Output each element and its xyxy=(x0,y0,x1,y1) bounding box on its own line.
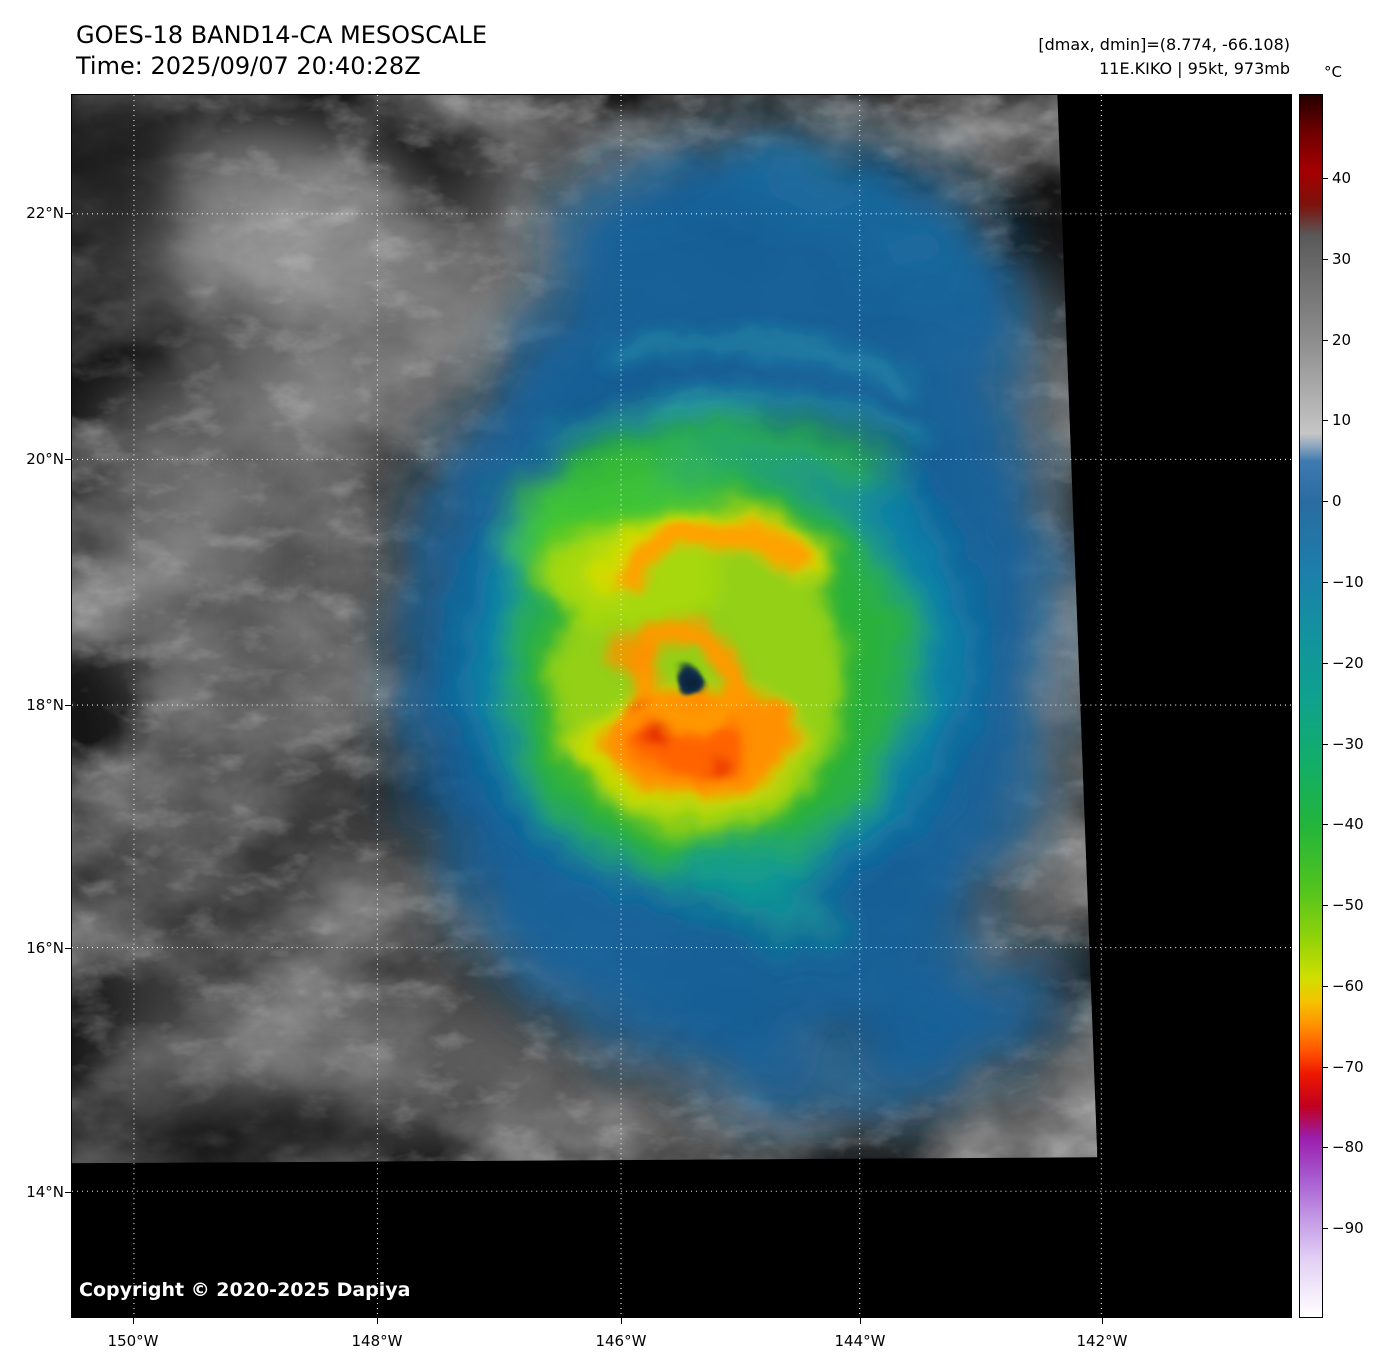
colorbar-tick-label: −30 xyxy=(1332,734,1364,753)
colorbar-tick-label: −20 xyxy=(1332,653,1364,672)
colorbar-tick-mark xyxy=(1323,743,1328,745)
colorbar-tick-label: 40 xyxy=(1332,169,1352,188)
dmax-dmin-readout: [dmax, dmin]=(8.774, -66.108) xyxy=(1038,35,1290,54)
colorbar-tick-label: −50 xyxy=(1332,896,1364,915)
colorbar-unit-label: °C xyxy=(1324,63,1342,81)
lon-tick-mark xyxy=(860,1318,861,1324)
storm-info: 11E.KIKO | 95kt, 973mb xyxy=(1099,59,1290,78)
colorbar-tick-mark xyxy=(1323,420,1328,422)
colorbar-tick-mark xyxy=(1323,258,1328,260)
colorbar-tick-mark xyxy=(1323,662,1328,664)
lon-tick-mark xyxy=(1102,1318,1103,1324)
lat-tick-label: 16°N xyxy=(26,938,64,957)
colorbar-tick-label: 20 xyxy=(1332,330,1352,349)
colorbar-tick-label: −90 xyxy=(1332,1219,1364,1238)
colorbar-tick-label: −80 xyxy=(1332,1138,1364,1157)
lat-tick-label: 18°N xyxy=(26,696,64,715)
lat-tick-mark xyxy=(65,705,71,707)
colorbar-tick-mark xyxy=(1323,1228,1328,1230)
hurricane xyxy=(401,128,1072,1116)
colorbar-gradient xyxy=(1299,94,1323,1318)
lon-tick-label: 146°W xyxy=(595,1332,647,1350)
hurricane-eyewall xyxy=(603,519,810,797)
colorbar-tick-mark xyxy=(1323,1147,1328,1149)
page-title: GOES-18 BAND14-CA MESOSCALE xyxy=(76,21,487,49)
lon-tick-label: 142°W xyxy=(1076,1332,1128,1350)
colorbar-tick-label: −60 xyxy=(1332,976,1364,995)
colorbar-tick-mark xyxy=(1323,905,1328,907)
colorbar-tick-label: 0 xyxy=(1332,492,1342,511)
timestamp: Time: 2025/09/07 20:40:28Z xyxy=(76,52,421,80)
colorbar-tick-mark xyxy=(1323,1066,1328,1068)
colorbar-tick-label: −10 xyxy=(1332,573,1364,591)
colorbar-tick-label: 30 xyxy=(1332,249,1352,268)
colorbar-tick-label: 10 xyxy=(1332,411,1352,430)
colorbar-tick-mark xyxy=(1323,582,1328,583)
colorbar-tick-mark xyxy=(1323,985,1328,987)
lat-tick-label: 22°N xyxy=(26,203,64,222)
map-plot-area: Copyright © 2020-2025 Dapiya xyxy=(71,94,1292,1318)
lon-tick-label: 144°W xyxy=(834,1332,886,1350)
lat-tick-mark xyxy=(65,1192,71,1194)
copyright-text: Copyright © 2020-2025 Dapiya xyxy=(79,1279,411,1301)
colorbar-tick-mark xyxy=(1323,824,1328,826)
colorbar-tick-mark xyxy=(1323,339,1328,341)
lon-tick-label: 150°W xyxy=(107,1332,159,1350)
satellite-image xyxy=(72,95,1291,1317)
colorbar-tick-mark xyxy=(1323,501,1328,503)
hurricane-eye xyxy=(670,663,700,694)
lat-tick-label: 14°N xyxy=(26,1183,64,1202)
lat-tick-mark xyxy=(65,458,71,460)
colorbar-tick-label: −40 xyxy=(1332,815,1364,834)
lon-tick-label: 148°W xyxy=(351,1332,403,1350)
lon-tick-mark xyxy=(620,1318,622,1324)
lat-tick-label: 20°N xyxy=(26,449,64,468)
colorbar-tick-mark xyxy=(1323,178,1328,180)
lat-tick-mark xyxy=(65,947,71,949)
lat-tick-mark xyxy=(65,212,71,214)
lon-tick-mark xyxy=(376,1318,378,1324)
colorbar-tick-label: −70 xyxy=(1332,1057,1364,1076)
lon-tick-mark xyxy=(133,1318,135,1324)
gridlines xyxy=(72,95,1291,1317)
